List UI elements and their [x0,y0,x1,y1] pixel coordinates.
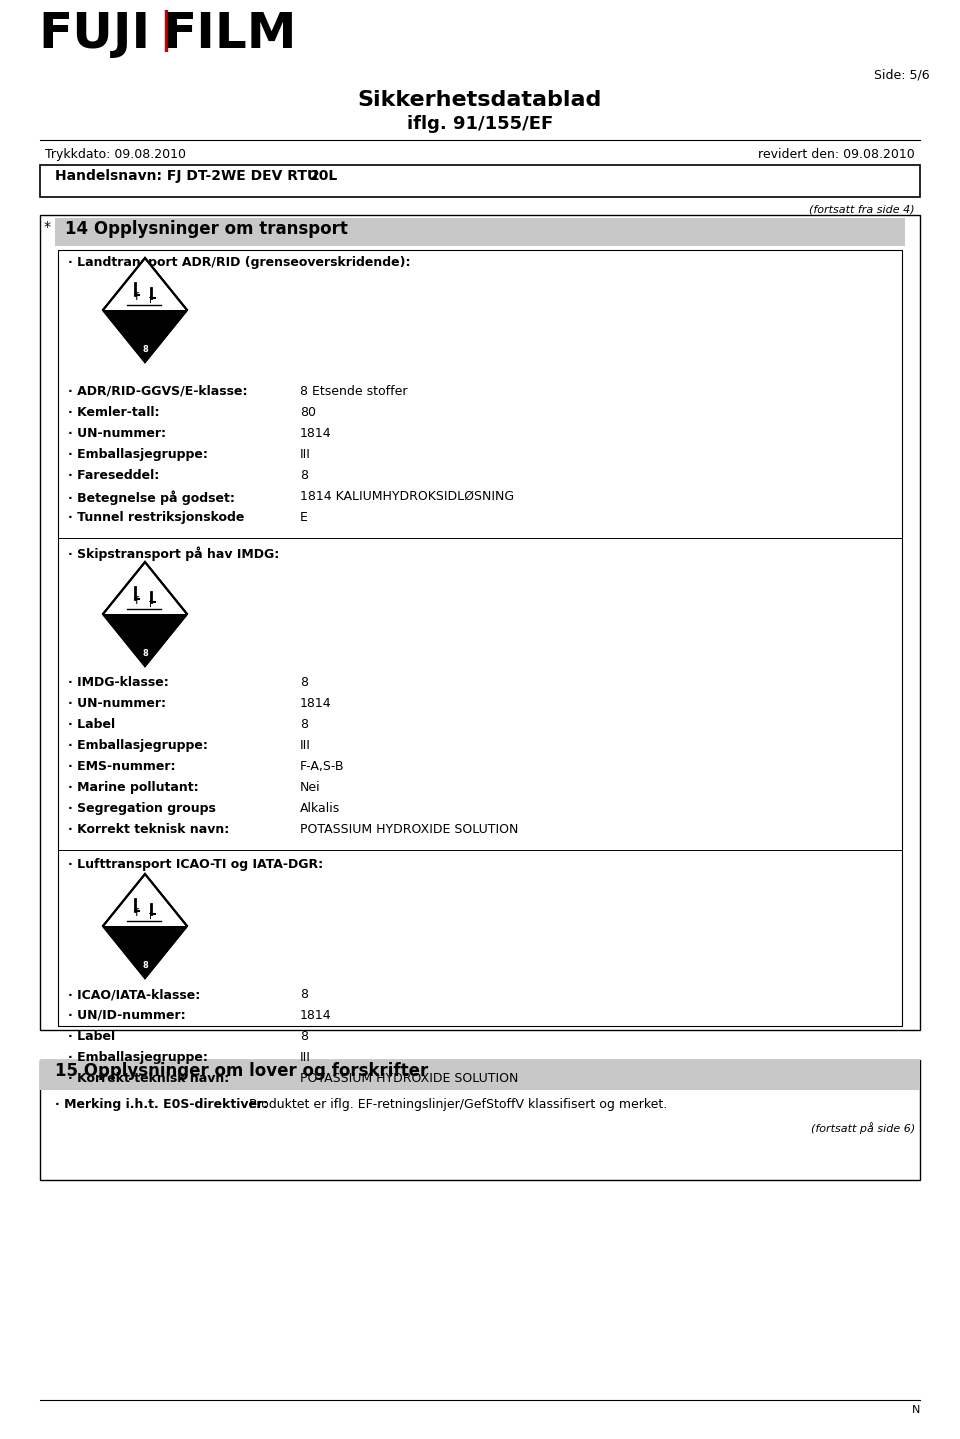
Text: · Korrekt teknisk navn:: · Korrekt teknisk navn: [68,1072,229,1085]
Text: Alkalis: Alkalis [300,802,340,814]
Polygon shape [103,563,187,666]
Text: 1814: 1814 [300,696,331,709]
Text: f: f [150,911,153,921]
Text: · Korrekt teknisk navn:: · Korrekt teknisk navn: [68,823,229,836]
Text: (fortsatt på side 6): (fortsatt på side 6) [811,1122,915,1134]
Text: · Marine pollutant:: · Marine pollutant: [68,781,199,794]
Polygon shape [103,258,187,363]
FancyBboxPatch shape [40,214,920,1030]
Text: · Tunnel restriksjonskode: · Tunnel restriksjonskode [68,511,245,524]
Text: 1814: 1814 [300,427,331,440]
Text: · Fareseddel:: · Fareseddel: [68,469,159,482]
FancyBboxPatch shape [55,217,905,246]
Text: f: f [150,295,153,305]
Text: · Emballasjegruppe:: · Emballasjegruppe: [68,1050,208,1063]
Text: · Label: · Label [68,718,115,731]
Text: · IMDG-klasse:: · IMDG-klasse: [68,676,169,689]
Text: · UN/ID-nummer:: · UN/ID-nummer: [68,1009,185,1022]
Text: F-A,S-B: F-A,S-B [300,760,345,773]
Text: 8: 8 [142,345,148,354]
Text: 80: 80 [300,406,316,419]
FancyBboxPatch shape [58,250,902,1026]
Text: f: f [135,596,139,606]
Text: FILM: FILM [162,10,297,58]
FancyBboxPatch shape [40,165,920,197]
Text: III: III [300,448,311,460]
Text: 8: 8 [300,1030,308,1043]
Text: · UN-nummer:: · UN-nummer: [68,427,166,440]
Polygon shape [103,927,187,979]
Text: · ICAO/IATA-klasse:: · ICAO/IATA-klasse: [68,989,201,1002]
Text: Nei: Nei [300,781,321,794]
Text: Handelsnavn: FJ DT-2WE DEV RTU: Handelsnavn: FJ DT-2WE DEV RTU [55,168,319,183]
Text: 8: 8 [142,961,148,970]
Text: 1814: 1814 [300,1009,331,1022]
Text: · ADR/RID-GGVS/E-klasse:: · ADR/RID-GGVS/E-klasse: [68,386,248,399]
Polygon shape [103,873,187,979]
Text: · Lufttransport ICAO-TI og IATA-DGR:: · Lufttransport ICAO-TI og IATA-DGR: [68,858,324,871]
Text: POTASSIUM HYDROXIDE SOLUTION: POTASSIUM HYDROXIDE SOLUTION [300,1072,518,1085]
Text: (fortsatt fra side 4): (fortsatt fra side 4) [809,204,915,214]
Text: E: E [300,511,308,524]
Text: · Emballasjegruppe:: · Emballasjegruppe: [68,448,208,460]
Text: 8: 8 [300,718,308,731]
Text: iflg. 91/155/EF: iflg. 91/155/EF [407,115,553,132]
Text: N: N [912,1404,920,1415]
Text: Sikkerhetsdatablad: Sikkerhetsdatablad [358,91,602,109]
Text: III: III [300,1050,311,1063]
Text: · Segregation groups: · Segregation groups [68,802,216,814]
Text: Side: 5/6: Side: 5/6 [875,68,930,81]
Text: Trykkdato: 09.08.2010: Trykkdato: 09.08.2010 [45,148,186,161]
Text: 8 Etsende stoffer: 8 Etsende stoffer [300,386,407,399]
Text: f: f [135,908,139,918]
Text: 8: 8 [300,676,308,689]
Text: · Merking i.h.t. E0S-direktiver:: · Merking i.h.t. E0S-direktiver: [55,1098,268,1111]
Text: POTASSIUM HYDROXIDE SOLUTION: POTASSIUM HYDROXIDE SOLUTION [300,823,518,836]
Text: *: * [44,220,51,235]
Text: 1814 KALIUMHYDROKSIDLØSNING: 1814 KALIUMHYDROKSIDLØSNING [300,491,515,504]
Text: 8: 8 [300,469,308,482]
Text: · UN-nummer:: · UN-nummer: [68,696,166,709]
Text: III: III [300,740,311,753]
Text: FUJI: FUJI [38,10,150,58]
Text: revidert den: 09.08.2010: revidert den: 09.08.2010 [758,148,915,161]
FancyBboxPatch shape [40,1061,920,1180]
Text: ❘: ❘ [148,10,182,52]
Text: 8: 8 [142,649,148,658]
Text: 15 Opplysninger om lover og forskrifter: 15 Opplysninger om lover og forskrifter [55,1062,428,1081]
Text: · Landtransport ADR/RID (grenseoverskridende):: · Landtransport ADR/RID (grenseoverskrid… [68,256,411,269]
Text: Produktet er iflg. EF-retningslinjer/GefStoffV klassifisert og merket.: Produktet er iflg. EF-retningslinjer/Gef… [245,1098,667,1111]
Text: · EMS-nummer:: · EMS-nummer: [68,760,176,773]
Polygon shape [103,309,187,363]
Text: f: f [135,292,139,302]
Text: · Label: · Label [68,1030,115,1043]
Polygon shape [103,614,187,666]
Text: · Kemler-tall:: · Kemler-tall: [68,406,159,419]
Text: 8: 8 [300,989,308,1002]
FancyBboxPatch shape [40,1061,920,1089]
Text: 20L: 20L [310,168,338,183]
Text: · Emballasjegruppe:: · Emballasjegruppe: [68,740,208,753]
Text: · Skipstransport på hav IMDG:: · Skipstransport på hav IMDG: [68,545,279,561]
Text: 14 Opplysninger om transport: 14 Opplysninger om transport [65,220,348,237]
Text: f: f [150,599,153,609]
Text: · Betegnelse på godset:: · Betegnelse på godset: [68,491,235,505]
